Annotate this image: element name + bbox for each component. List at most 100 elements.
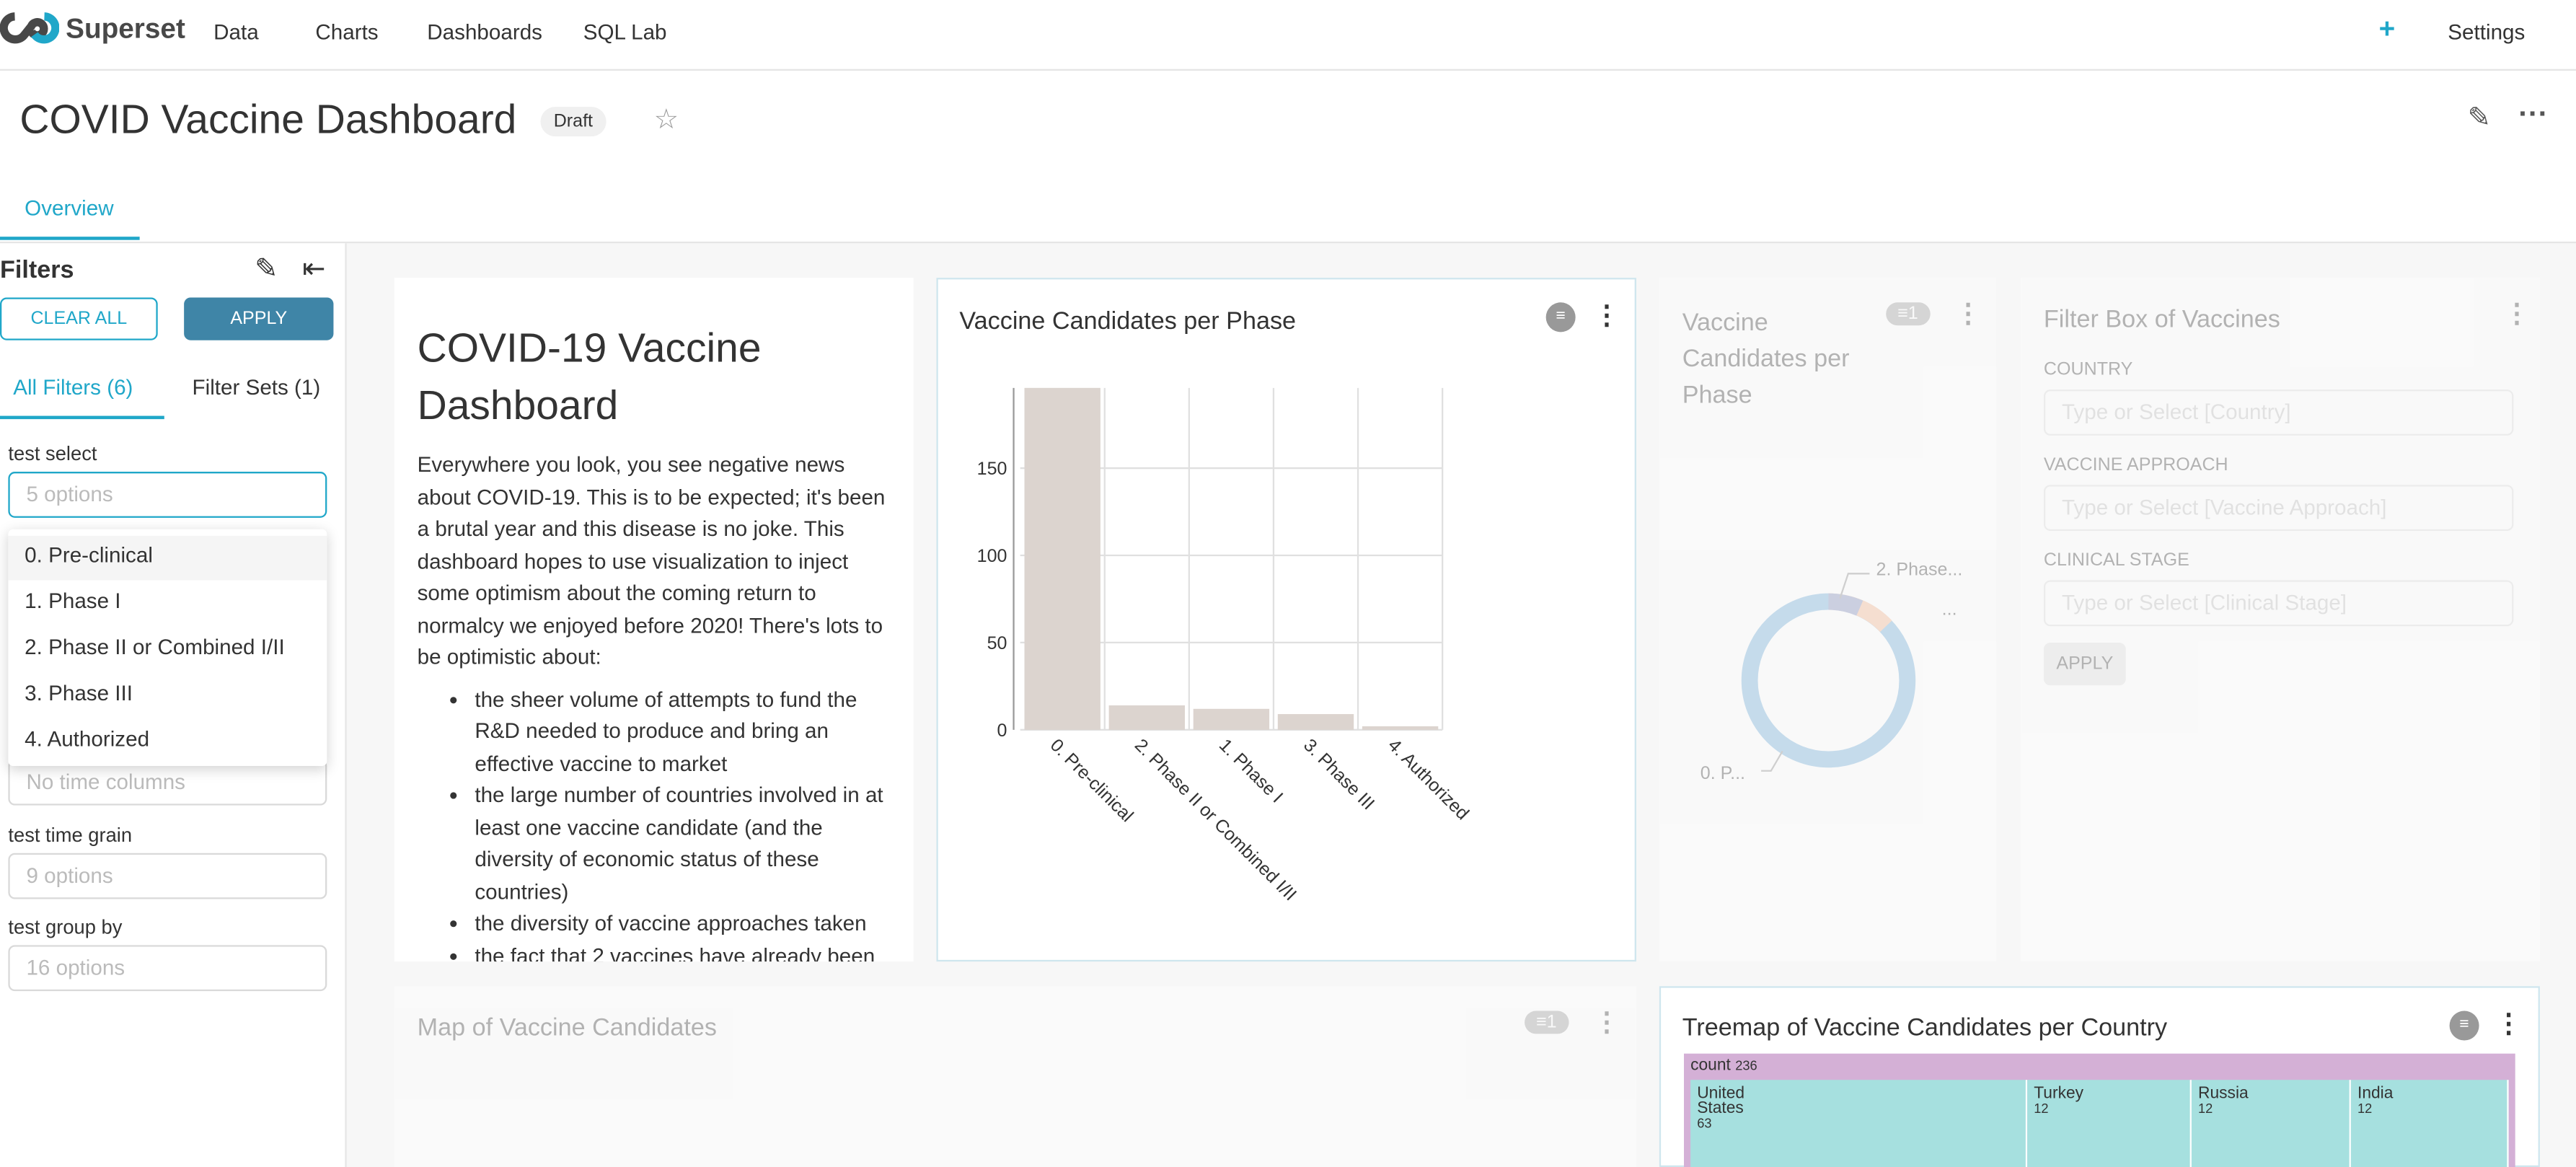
field-label: COUNTRY	[2043, 360, 2133, 380]
filter-panel: Filters ✎ ⇤ CLEAR ALL APPLY All Filters …	[0, 243, 347, 1167]
filter-count-number: 1	[1907, 304, 1918, 324]
filter-select[interactable]: 16 options	[8, 945, 327, 992]
filter-select[interactable]: 9 options	[8, 853, 327, 899]
field-label: CLINICAL STAGE	[2043, 550, 2189, 571]
chart-title: Vaccine Candidates per Phase	[1682, 309, 1850, 410]
y-tick-label: 100	[977, 546, 1007, 566]
bar	[1277, 714, 1354, 730]
more-menu[interactable]: ···	[2518, 97, 2549, 131]
treemap-cell[interactable]: Russia 12	[2191, 1080, 2351, 1167]
chart-menu[interactable]: ⋮	[2495, 1010, 2522, 1039]
chart-title: Vaccine Candidates per Phase	[959, 307, 1297, 335]
filter-count-number: 1	[1546, 1012, 1557, 1033]
chart-menu[interactable]: ⋮	[2503, 301, 2531, 329]
treemap-cell[interactable]: Turkey 12	[2027, 1080, 2192, 1167]
bullet: the fact that 2 vaccines have already be…	[475, 939, 896, 961]
filter-label: test time grain	[8, 823, 133, 847]
bar-chart-card: Vaccine Candidates per Phase ≡ ⋮ 0 50 100 1…	[936, 278, 1636, 962]
edit-filters[interactable]: ✎	[255, 252, 278, 285]
menu-item[interactable]: Charts	[315, 19, 379, 45]
dropdown-option[interactable]: 1. Phase I	[25, 588, 121, 614]
root-name: count	[1690, 1057, 1731, 1075]
treemap-cell[interactable]: United States 63	[1690, 1080, 2028, 1167]
field-select[interactable]: Type or Select [Country]	[2043, 389, 2514, 436]
field-select[interactable]: Type or Select [Clinical Stage]	[2043, 580, 2514, 627]
treemap-root: count 236 United States 63 Turkey 12 Russia 1…	[1684, 1053, 2515, 1167]
cell-value: 63	[1697, 1116, 1712, 1131]
draft-badge[interactable]: Draft	[540, 107, 606, 137]
filter-select[interactable]: 5 options	[8, 472, 327, 518]
tab-underline	[0, 237, 140, 240]
filter-indicator[interactable]: ≡	[1545, 302, 1576, 333]
dropdown-option[interactable]: 2. Phase II or Combined I/II	[25, 634, 285, 659]
filter-count[interactable]: ≡1	[1525, 1010, 1569, 1034]
filter-label: test select	[8, 442, 97, 465]
chart-menu[interactable]: ⋮	[1593, 302, 1620, 331]
cell-value: 12	[2357, 1101, 2373, 1117]
cell-label: Russia	[2198, 1085, 2249, 1104]
brand[interactable]: Superset	[66, 13, 185, 45]
y-tick-label: 0	[997, 721, 1007, 741]
apply-button[interactable]: APPLY	[2043, 643, 2126, 686]
cell-value: 12	[2034, 1101, 2049, 1117]
dropdown-option[interactable]: 4. Authorized	[25, 726, 150, 752]
menu-item[interactable]: SQL Lab	[583, 19, 667, 45]
cell-label: United States	[1697, 1085, 1745, 1118]
filter-label: test group by	[8, 915, 123, 939]
filter-indicator[interactable]: ≡	[2449, 1010, 2479, 1041]
chart-menu[interactable]: ⋮	[1954, 301, 1982, 329]
clear-all-button[interactable]: CLEAR ALL	[0, 297, 158, 340]
chart-title: Filter Box of Vaccines	[2043, 305, 2280, 334]
menu-item[interactable]: Data	[213, 19, 259, 45]
filters-title: Filters	[0, 256, 74, 285]
field-label: VACCINE APPROACH	[2043, 455, 2228, 475]
chart-menu[interactable]: ⋮	[1593, 1009, 1620, 1037]
tab[interactable]: Overview	[25, 195, 114, 221]
root-value: 236	[1735, 1058, 1757, 1074]
logo	[0, 12, 60, 44]
filter-tab[interactable]: Filter Sets (1)	[192, 374, 321, 400]
navbar: Superset Data Charts Dashboards SQL Lab …	[0, 0, 2576, 71]
favorite-star[interactable]: ☆	[653, 103, 679, 135]
edit-button[interactable]: ✎	[2467, 102, 2492, 133]
x-tick-label: 1. Phase I	[1215, 735, 1287, 807]
add-button[interactable]: +	[2378, 13, 2396, 45]
chart-title: Map of Vaccine Candidates	[417, 1014, 718, 1042]
dropdown-option[interactable]: 3. Phase III	[25, 680, 133, 705]
collapse-filters[interactable]: ⇤	[302, 252, 326, 285]
bar	[1024, 387, 1100, 730]
bar	[1108, 705, 1186, 730]
filter-tab[interactable]: All Filters (6)	[13, 374, 133, 400]
header: COVID Vaccine Dashboard Draft ☆ ✎ ··· Ov…	[0, 70, 2576, 244]
pie-label: ...	[1941, 599, 1957, 620]
x-tick-label: 0. Pre-clinical	[1046, 735, 1137, 826]
y-tick-label: 150	[977, 459, 1007, 479]
x-tick-label: 4. Authorized	[1384, 735, 1473, 824]
apply-button[interactable]: APPLY	[184, 297, 334, 340]
settings[interactable]: Settings	[2448, 19, 2526, 45]
cell-label: India	[2357, 1085, 2394, 1104]
cell-value: 12	[2198, 1101, 2213, 1117]
bullet: the sheer volume of attempts to fund the…	[475, 683, 896, 779]
dropdown: 0. Pre-clinical 1. Phase I 2. Phase II o…	[8, 529, 327, 766]
bullet: the diversity of vaccine approaches take…	[475, 907, 896, 939]
cell-label: Turkey	[2034, 1085, 2084, 1104]
pie-chart-card: Vaccine Candidates per Phase ≡1 ⋮ 2. Pha…	[1659, 278, 1996, 962]
filter-select[interactable]: No time columns	[8, 759, 327, 806]
map-card: Map of Vaccine Candidates ≡1 ⋮	[394, 986, 1636, 1167]
filter-box-card: Filter Box of Vaccines ⋮ COUNTRY Type or…	[2021, 278, 2540, 962]
field-select[interactable]: Type or Select [Vaccine Approach]	[2043, 485, 2514, 532]
pie-label: 2. Phase...	[1876, 560, 1963, 581]
dashboard-title[interactable]: COVID Vaccine Dashboard	[19, 97, 517, 144]
menu-item[interactable]: Dashboards	[427, 19, 543, 45]
treemap-cell[interactable]: India 12	[2350, 1080, 2509, 1167]
dropdown-option[interactable]: 0. Pre-clinical	[25, 542, 153, 568]
filter-tab-underline	[0, 415, 164, 420]
treemap-card: Treemap of Vaccine Candidates per Countr…	[1659, 986, 2540, 1167]
markdown-card: COVID-19 Vaccine Dashboard Everywhere yo…	[394, 278, 914, 962]
chart-title: Treemap of Vaccine Candidates per Countr…	[1682, 1014, 2168, 1042]
bullet: the large number of countries involved i…	[475, 779, 896, 907]
filter-count[interactable]: ≡1	[1886, 302, 1930, 326]
